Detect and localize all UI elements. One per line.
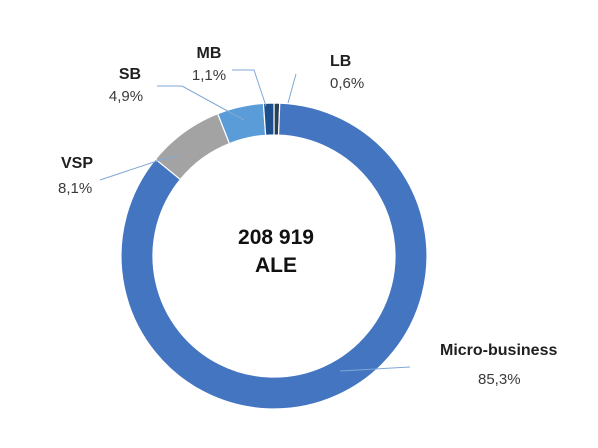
labels-group: LB 0,6% Micro-business 85,3% VSP 8,1% SB 4,9% MB… bbox=[58, 45, 557, 388]
leader-line-lb bbox=[287, 73, 297, 104]
label-name-mb: MB bbox=[197, 45, 222, 62]
label-value-sb: 4,9% bbox=[109, 88, 143, 105]
label-name-vsp: VSP bbox=[61, 155, 93, 172]
slice-mb bbox=[262, 102, 275, 136]
slice-micro-business bbox=[120, 102, 428, 410]
label-value-lb: 0,6% bbox=[330, 75, 364, 92]
center-unit: ALE bbox=[255, 254, 297, 277]
leader-line-vsp bbox=[99, 155, 179, 181]
label-name-micro-business: Micro-business bbox=[440, 342, 557, 359]
slices-group bbox=[120, 102, 428, 410]
label-value-vsp: 8,1% bbox=[58, 180, 92, 197]
label-name-sb: SB bbox=[119, 66, 141, 83]
label-value-mb: 1,1% bbox=[192, 67, 226, 84]
center-total: 208 919 bbox=[238, 226, 314, 249]
leader-line-micro-business bbox=[339, 366, 411, 372]
leader-line-mb bbox=[232, 69, 267, 107]
leader-line-sb bbox=[157, 85, 245, 121]
label-name-lb: LB bbox=[330, 53, 351, 70]
label-value-micro-business: 85,3% bbox=[478, 371, 521, 388]
leader-lines-group bbox=[99, 69, 411, 372]
